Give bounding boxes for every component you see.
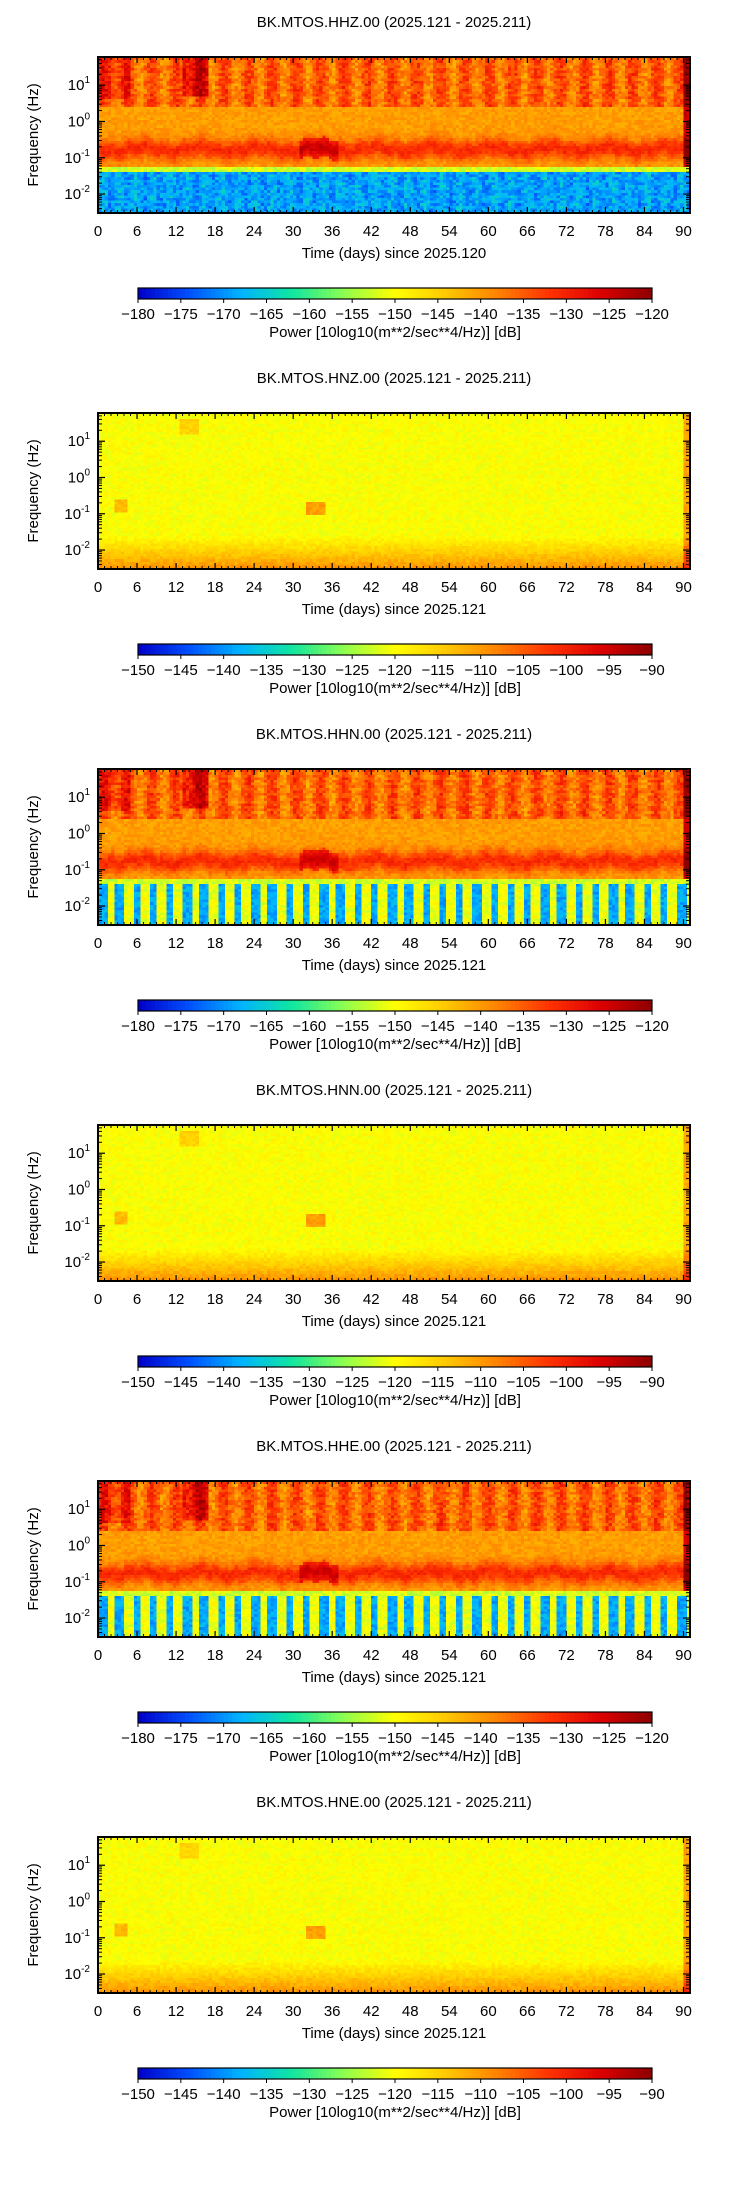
chart-title: BK.MTOS.HHZ.00 (2025.121 - 2025.211) (257, 14, 532, 31)
heatmap-cells (98, 57, 691, 214)
spectrogram-figure: BK.MTOS.HHZ.00 (2025.121 - 2025.211)0 6 12… (0, 0, 750, 2197)
spectrogram-panel: BK.MTOS.HHZ.00 (2025.121 - 2025.211)0 6 12… (25, 14, 692, 341)
